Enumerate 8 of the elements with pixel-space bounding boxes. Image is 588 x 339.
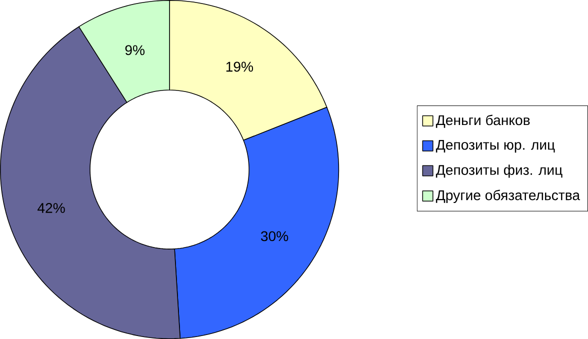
- data-label: 30%: [260, 231, 288, 242]
- legend-label: Другие обязательства: [436, 190, 580, 203]
- legend-label: Депозиты физ. лиц: [436, 164, 562, 178]
- data-label: 42%: [38, 202, 65, 213]
- data-label: 19%: [226, 62, 254, 72]
- legend-label: Деньги банков: [436, 114, 530, 128]
- legend-label: Депозиты юр. лиц: [436, 140, 555, 153]
- data-label: 9%: [125, 45, 145, 56]
